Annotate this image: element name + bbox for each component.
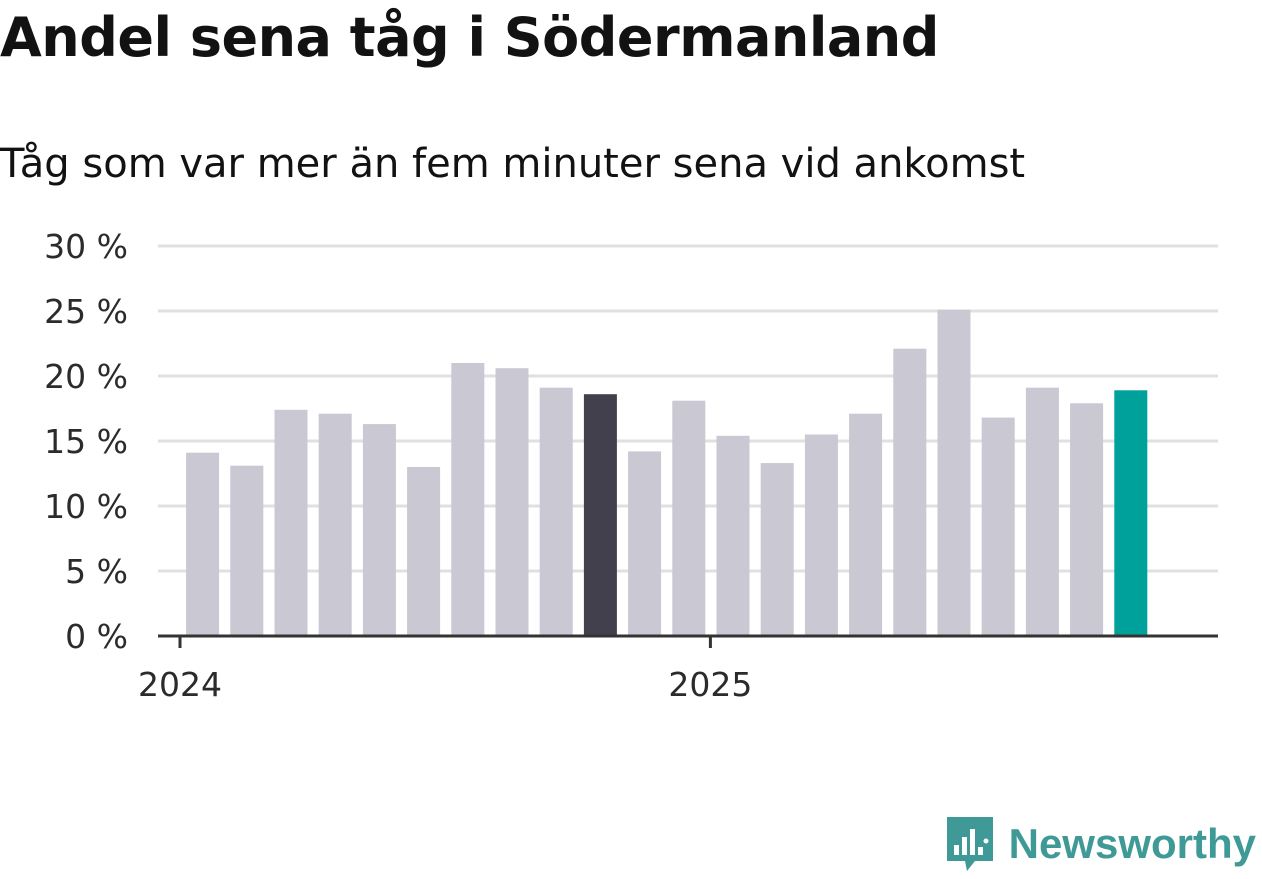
bar-2024-03 [274, 409, 308, 636]
chart-title: Andel sena tåg i Södermanland [0, 6, 939, 69]
y-tick-label: 10 % [44, 487, 128, 526]
bar-2024-12 [672, 400, 706, 636]
y-tick-label: 20 % [44, 357, 128, 396]
bar-2024-07 [451, 363, 485, 636]
bar-2024-06 [407, 467, 441, 636]
bar-2025-07 [981, 417, 1015, 636]
x-tick-label: 2024 [138, 665, 222, 704]
bar-2025-08 [1025, 387, 1059, 636]
bar-2024-10 [583, 394, 617, 636]
bar-2024-05 [362, 424, 396, 636]
y-tick-label: 0 % [65, 617, 128, 656]
newsworthy-logo: Newsworthy [945, 815, 1256, 873]
bar-2025-04 [849, 413, 883, 636]
y-tick-label: 25 % [44, 292, 128, 331]
bar-2025-05 [893, 348, 927, 636]
y-tick-label: 5 % [65, 552, 128, 591]
bar-2024-08 [495, 368, 529, 636]
bars [186, 309, 1148, 636]
bar-2025-01 [716, 435, 750, 636]
bar-2025-10 [1114, 390, 1148, 636]
bar-2024-11 [628, 451, 662, 636]
bar-2024-01 [186, 452, 220, 636]
bar-2024-02 [230, 465, 264, 636]
y-tick-labels: 0 % 5 % 10 % 15 % 20 % 25 % 30 % [44, 227, 128, 656]
bar-2025-02 [760, 463, 794, 636]
x-tick-label: 2025 [668, 665, 752, 704]
y-tick-label: 15 % [44, 422, 128, 461]
bar-2025-09 [1070, 403, 1104, 636]
chart-subtitle: Tåg som var mer än fem minuter sena vid … [0, 141, 1026, 187]
bar-2025-06 [937, 309, 971, 636]
x-tick-labels: 2024 2025 [138, 636, 752, 704]
y-tick-label: 30 % [44, 227, 128, 266]
brand-name: Newsworthy [1008, 820, 1256, 867]
bar-2025-03 [804, 434, 838, 636]
bar-2024-09 [539, 387, 573, 636]
newsworthy-logo-icon [946, 817, 993, 871]
bar-2024-04 [318, 413, 352, 636]
